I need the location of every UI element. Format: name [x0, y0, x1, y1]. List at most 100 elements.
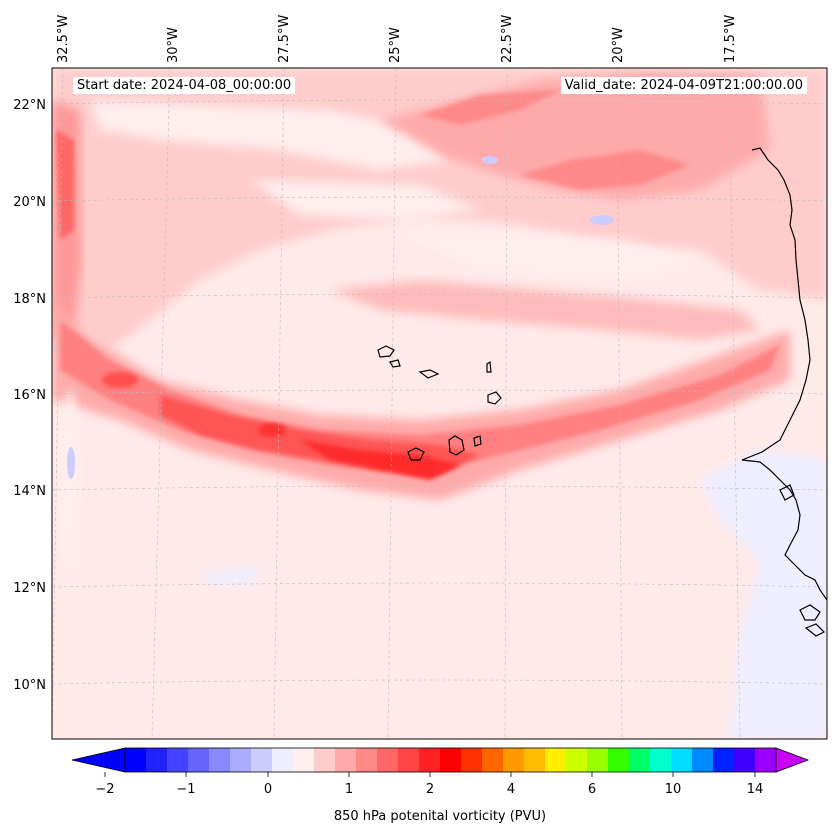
colorbar-cell [629, 748, 651, 772]
lon-label: 20°W [611, 27, 626, 63]
island-fogo [407, 447, 425, 461]
map-panel [52, 68, 827, 739]
gridline-lat [52, 293, 827, 299]
coast-detail-1 [779, 484, 795, 501]
lat-label: 20°N [13, 195, 46, 210]
gridline-lon [504, 68, 508, 739]
coast-detail-2 [799, 604, 821, 621]
gridline-lon [273, 68, 285, 739]
start-date-label: Start date: 2024-04-08_00:00:00 [73, 77, 296, 94]
pv-west-gap [60, 390, 80, 570]
colorbar-cell [377, 748, 399, 772]
colorbar-tick-label: 10 [665, 782, 682, 797]
colorbar-cell [125, 748, 147, 772]
valid-date-label: Valid_date: 2024-04-09T21:00:00.00 [560, 77, 807, 94]
lat-label: 16°N [13, 388, 46, 403]
gridline-lat [52, 99, 827, 105]
gridline-lat [52, 485, 827, 491]
colorbar-tick-label: 14 [747, 782, 764, 797]
lat-label: 12°N [13, 581, 46, 596]
pv-peak-3 [102, 372, 138, 388]
colorbar-cells [125, 748, 777, 772]
pv-middle-band [330, 280, 760, 340]
colorbar-tick-label: 6 [588, 782, 596, 797]
colorbar-cell [335, 748, 357, 772]
colorbar-extend-over [775, 747, 810, 773]
colorbar-extend-under [71, 747, 126, 773]
colorbar-ticks [104, 772, 756, 777]
map-frame [51, 67, 828, 740]
lon-label: 25°W [388, 27, 403, 63]
pv-east-near-zero [700, 450, 827, 739]
colorbar-cell [188, 748, 210, 772]
colorbar-cell [566, 748, 588, 772]
island-santiago [448, 435, 465, 456]
colorbar-cell [419, 748, 441, 772]
pv-neg-patch-2 [590, 215, 614, 225]
pv-light-patch-3 [400, 230, 700, 280]
island-maio [473, 435, 482, 447]
pv-neg-patch-west [67, 447, 75, 479]
colorbar-cell [293, 748, 315, 772]
lon-label: 27.5°W [277, 15, 292, 63]
gridline-lat [52, 389, 827, 395]
pv-field [52, 68, 827, 739]
lon-labels: 32.5°W 30°W 27.5°W 25°W 22.5°W 20°W 17.5… [56, 15, 738, 63]
colorbar-cell [650, 748, 672, 772]
lon-label: 30°W [166, 27, 181, 63]
colorbar-cell [398, 748, 420, 772]
colorbar-tick-label: −1 [176, 782, 195, 797]
island-santo-antao [377, 345, 395, 358]
colorbar-cell [503, 748, 525, 772]
colorbar-tick-label: −2 [95, 782, 114, 797]
gridline-lon [616, 68, 623, 739]
lat-label: 22°N [13, 98, 46, 113]
gridline-lat [52, 679, 827, 685]
colorbar-tick-label: 2 [426, 782, 434, 797]
pv-light-patch-1 [90, 100, 450, 170]
island-sao-nicolau [418, 369, 440, 379]
colorbar-frame [124, 747, 777, 773]
colorbar-cell [671, 748, 693, 772]
colorbar-cell [524, 748, 546, 772]
pv-light-patch-2 [250, 180, 480, 220]
island-sal [486, 360, 492, 373]
pv-near-zero-patch [200, 565, 260, 585]
colorbar-cell [755, 748, 777, 772]
colorbar-cell [734, 748, 756, 772]
colorbar-tick-label: 0 [264, 782, 272, 797]
colorbar: −2 −1 0 1 2 4 6 10 14 [71, 747, 810, 797]
lat-labels: 22°N 20°N 18°N 16°N 14°N 12°N 10°N [13, 98, 46, 693]
pv-main-band [52, 300, 790, 500]
lon-label: 17.5°W [723, 15, 738, 63]
island-sao-vicente [389, 359, 401, 368]
lon-label: 32.5°W [56, 15, 71, 63]
colorbar-cell [230, 748, 252, 772]
colorbar-cell [545, 748, 567, 772]
lat-label: 18°N [13, 292, 46, 307]
colorbar-cell [146, 748, 168, 772]
colorbar-cell [713, 748, 735, 772]
colorbar-cell [587, 748, 609, 772]
lon-label: 22.5°W [500, 15, 515, 63]
colorbar-cell [608, 748, 630, 772]
colorbar-tick-label: 1 [345, 782, 353, 797]
colorbar-cell [482, 748, 504, 772]
colorbar-cell [356, 748, 378, 772]
gridline-lon [387, 68, 397, 739]
pv-neg-patch-1 [482, 156, 498, 164]
pv-peak-2 [258, 423, 286, 437]
lat-label: 14°N [13, 484, 46, 499]
colorbar-cell [314, 748, 336, 772]
colorbar-cell [209, 748, 231, 772]
colorbar-cell [461, 748, 483, 772]
lat-label: 10°N [13, 678, 46, 693]
gridlines [52, 68, 827, 739]
colorbar-cell [272, 748, 294, 772]
colorbar-cell [251, 748, 273, 772]
colorbar-label: 850 hPa potenital vorticity (PVU) [333, 809, 547, 824]
colorbar-cell [167, 748, 189, 772]
african-coastline [741, 147, 827, 601]
gridline-lat [52, 582, 827, 588]
